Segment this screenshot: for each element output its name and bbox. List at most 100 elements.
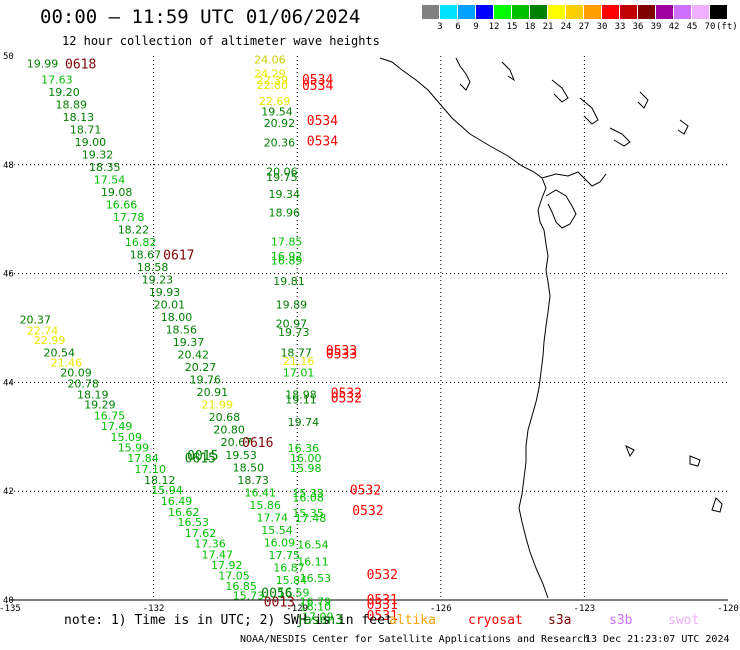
y-tick-label: 48 [3,161,14,171]
pass-time-label: 0533 [326,348,357,363]
swh-value: 18.89 [55,98,86,111]
footnote: note: 1) Time is in UTC; 2) SWH is in fe… [64,613,393,628]
swh-value: 20.54 [44,346,76,359]
page-title: 00:00 – 11:59 UTC 01/06/2024 [40,6,361,28]
x-tick-label: -129 [286,604,308,614]
legend-label: 30 [596,22,608,32]
legend-label: 33 [614,22,626,32]
pass-time-label: 0532 [367,568,398,583]
legend-swatch [602,5,619,19]
swh-value: 16.11 [297,555,329,568]
swh-value: 17.36 [194,537,226,550]
coastline-island-d [609,127,631,147]
y-tick-label: 50 [3,52,14,62]
x-tick-label: -123 [574,604,596,614]
legend-label: 39 [650,22,662,32]
swh-value: 19.08 [101,186,132,199]
swh-value: 18.00 [161,311,193,324]
legend-swatch [674,5,691,19]
swh-value: 20.01 [154,299,186,312]
legend-label: 42 [668,22,680,32]
swh-value: 17.74 [257,511,289,524]
swh-value: 17.48 [295,512,327,525]
pass-time-label: 0616 [242,436,273,451]
swh-value: 16.54 [297,539,329,552]
swh-value: 17.85 [271,236,303,249]
swh-value: 22.69 [259,95,291,108]
swh-value: 16.89 [271,255,303,268]
coastline-lake-1 [689,455,701,467]
pass-time-label: 0532 [350,484,381,499]
swh-value: 18.77 [280,346,312,359]
legend-label: 21 [542,22,554,32]
swh-value: 16.66 [106,199,138,212]
swh-value: 19.76 [190,374,222,387]
y-tick-label: 46 [3,270,14,280]
swh-value: 21.99 [201,399,233,412]
swh-value: 17.09 [302,610,334,623]
satellite-label-swot: swot [668,613,700,628]
pass-time-label: 0534 [302,73,333,88]
pass-time-label: 0617 [163,249,194,264]
satellite-label-jason3: jason3 [296,613,343,628]
legend-label: 9 [473,22,479,32]
swh-value: 17.54 [94,173,126,186]
swh-value: 19.99 [27,58,59,71]
swh-value: 21.46 [51,356,83,369]
coastline-island-f [637,91,649,109]
swh-value: 18.12 [144,474,176,487]
pass-time-label: 0531 [367,593,398,608]
swh-value: 18.58 [137,261,169,274]
swh-value: 15.98 [290,462,322,475]
swh-value: 19.23 [142,274,174,287]
swh-value: 17.01 [283,367,315,380]
swh-value: 20.37 [20,313,52,326]
legend-swatch [548,5,565,19]
swh-value: 15.54 [261,524,293,537]
swh-value: 20.09 [60,367,91,380]
swh-value: 19.89 [276,299,308,312]
coastline-lake-2 [625,444,635,458]
swh-value: 19.75 [266,171,298,184]
legend-swatch [476,5,493,19]
swh-value: 24.06 [254,53,286,66]
swh-value: 18.35 [89,161,121,174]
map-grid [10,56,728,601]
satellite-label-altika: altika [389,613,436,628]
swh-value: 19.20 [48,86,80,99]
swh-value: 20.91 [197,386,229,399]
swh-value: 22.74 [27,325,59,338]
swh-value: 16.53 [178,516,210,529]
legend-swatch [692,5,709,19]
swh-value: 18.96 [268,207,300,220]
swh-value: 18.56 [166,324,198,337]
credit-line: NOAA/NESDIS Center for Satellite Applica… [240,634,590,645]
swh-value: 18.13 [63,111,95,124]
swh-value: 17.47 [201,548,233,561]
swh-value: 16.10 [300,601,332,614]
legend-swatch [620,5,637,19]
swh-value: 17.49 [101,420,132,433]
swh-value: 16.49 [161,495,193,508]
y-tick-label: 42 [3,487,14,497]
satellite-label-cryosat: cryosat [468,613,523,628]
legend-swatch [656,5,673,19]
swh-value: 20.68 [209,411,241,424]
legend-label: 24 [560,22,572,32]
swh-value: 20.27 [185,361,217,374]
swh-value: 22.99 [34,334,66,347]
swh-value: 19.74 [288,416,320,429]
pass-time-label: 0534 [302,79,333,94]
legend-swatch [566,5,583,19]
axis-tick-labels: -135 -132 -129 -126 -123 -120 50 48 46 44 42 40 [0,52,739,614]
swh-value: 15.84 [276,574,308,587]
pass-time-label: 0056 [261,586,292,601]
swh-value: 17.78 [113,211,145,224]
swh-value: 21.16 [283,355,315,368]
swh-value: 20.80 [213,424,245,437]
swh-value: 19.34 [268,188,300,201]
legend-label: 3 [437,22,443,32]
pass-time-label: 0534 [307,114,338,129]
swh-value: 15.09 [111,431,142,444]
